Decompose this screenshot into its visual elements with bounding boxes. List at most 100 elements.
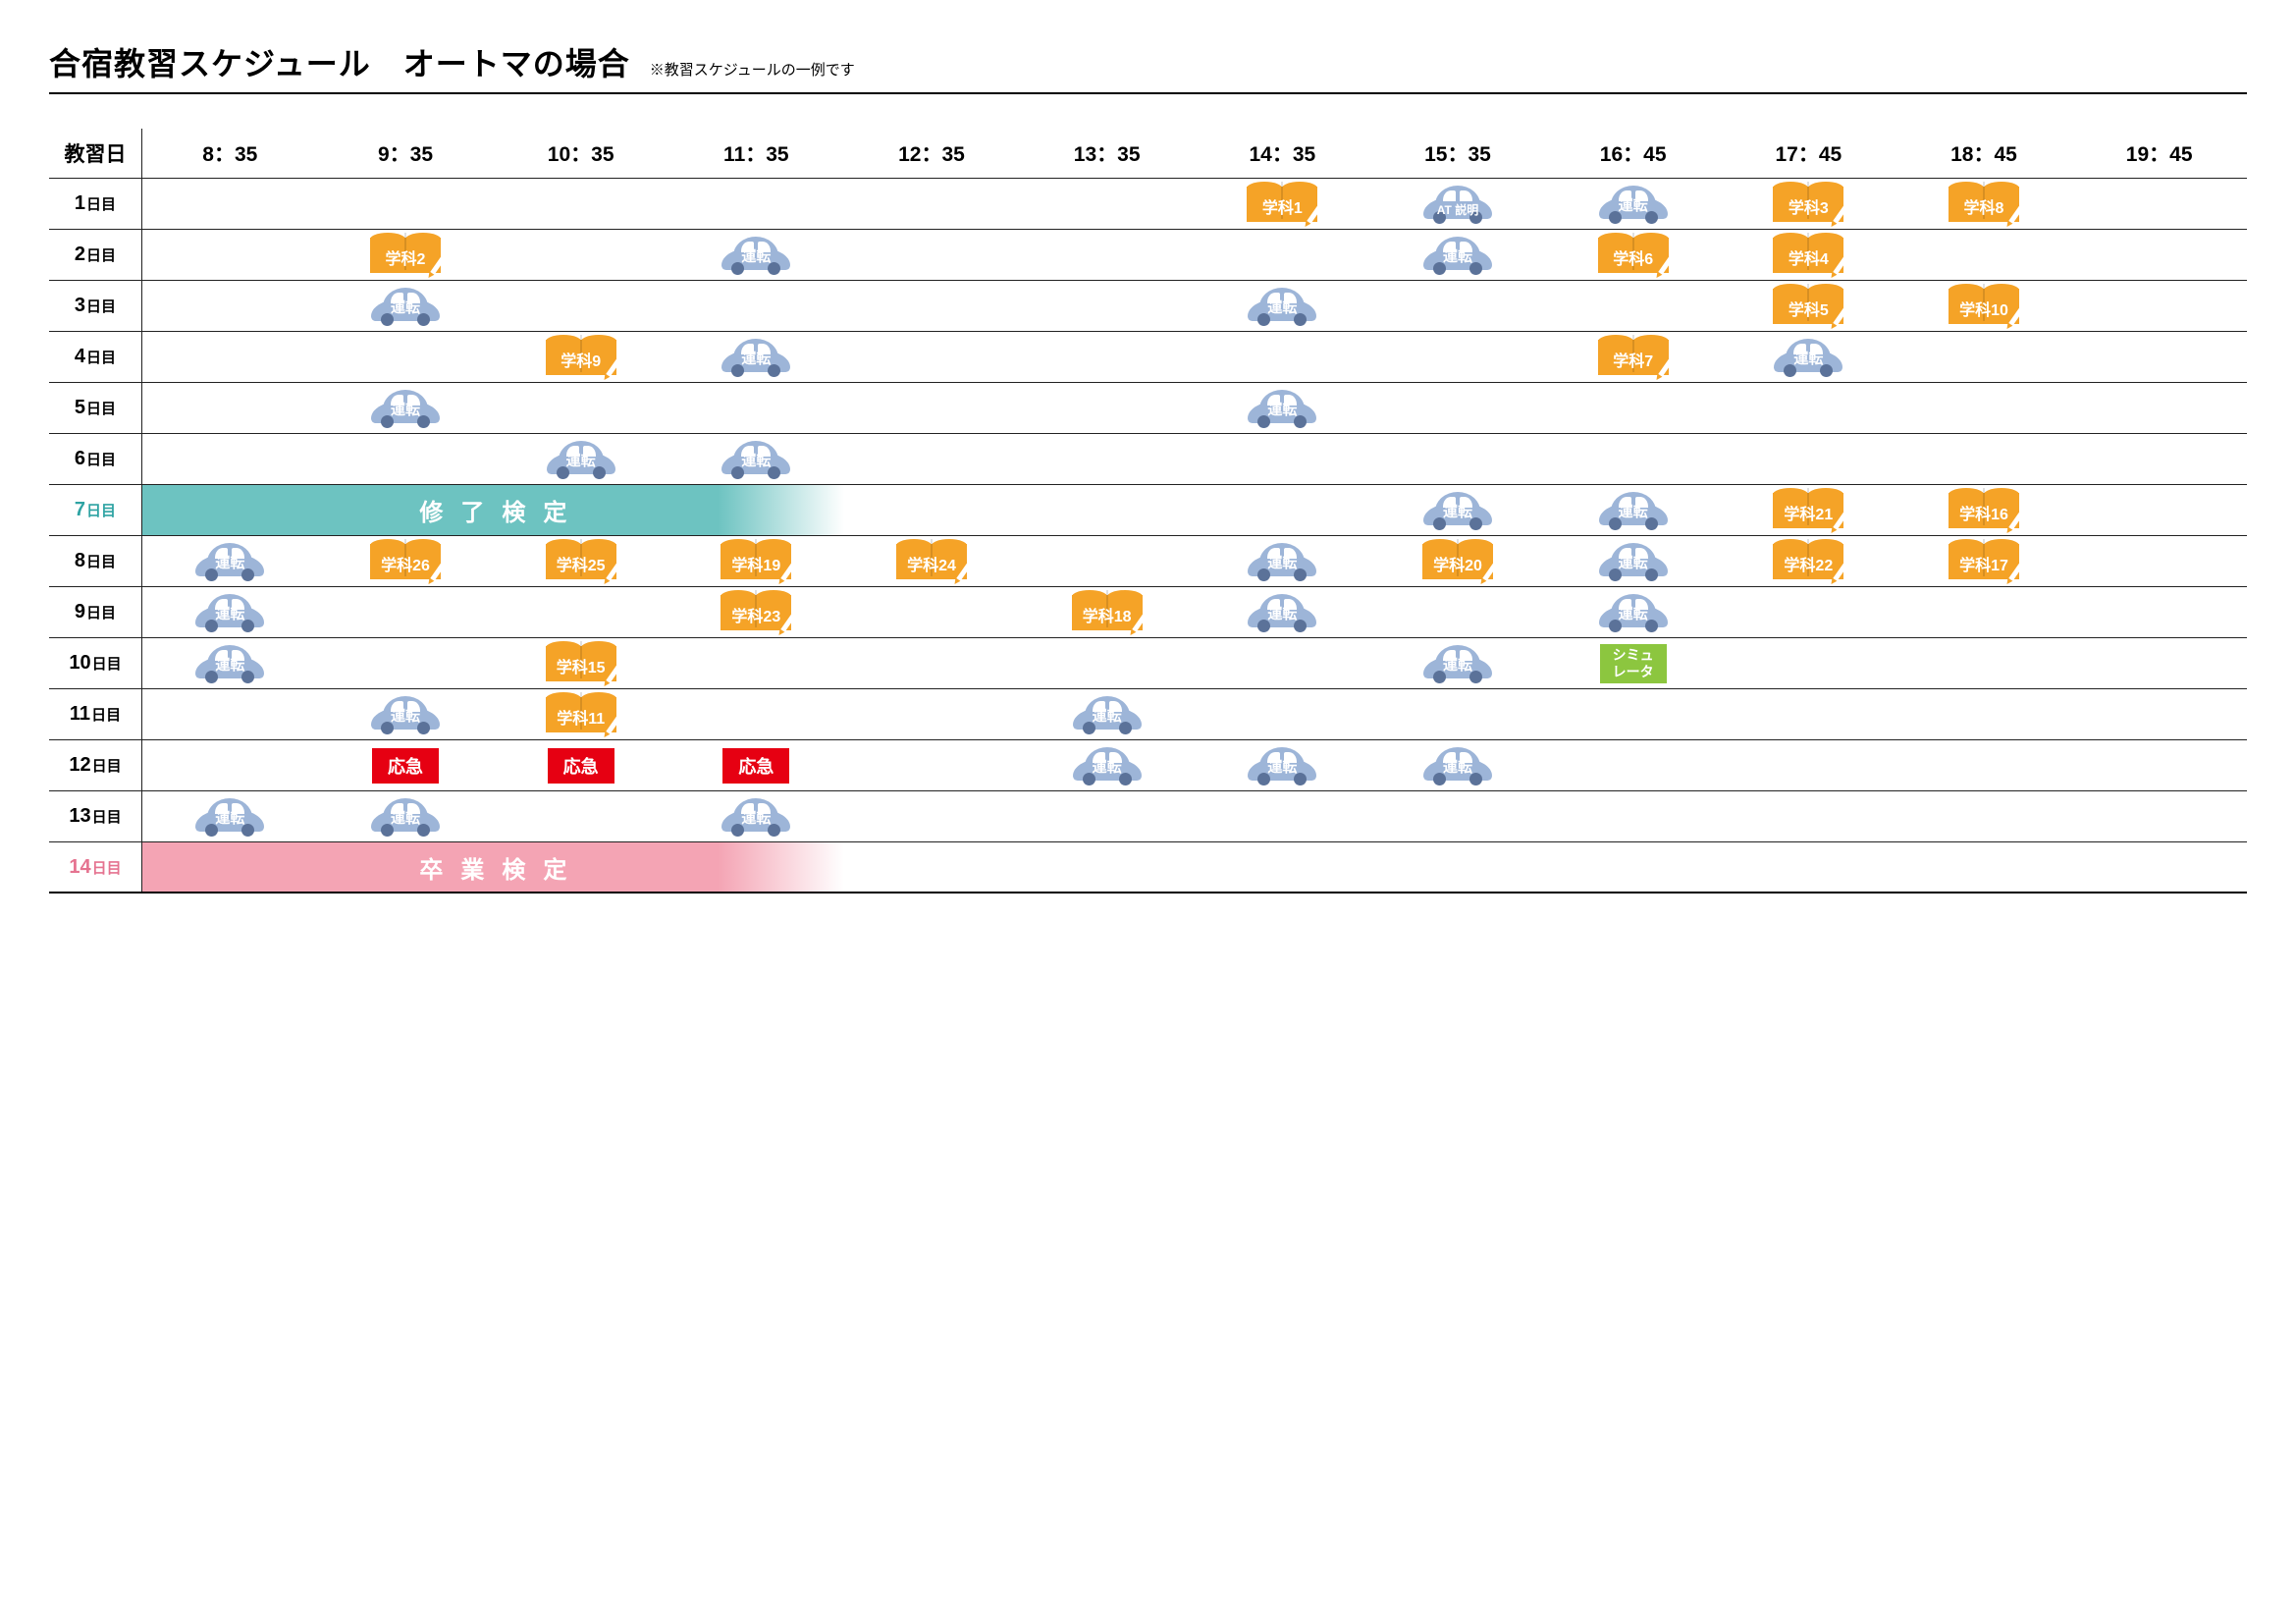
schedule-cell <box>844 385 1020 432</box>
schedule-row: 8日目運転学科26学科25学科19学科24運転学科20運転学科22学科17 <box>49 536 2247 587</box>
schedule-cell <box>318 181 494 228</box>
schedule-row: 1日目学科1AT 説明運転学科3学科8 <box>49 179 2247 230</box>
driving-icon: 運転 <box>371 695 440 734</box>
schedule-cell: 運転 <box>1545 181 1721 228</box>
schedule-cell: 学科2 <box>318 232 494 279</box>
schedule-cell: 運転 <box>668 334 844 381</box>
study-icon: 学科15 <box>546 644 616 683</box>
schedule-cell <box>1195 691 1370 738</box>
schedule-cell <box>142 385 318 432</box>
schedule-cell <box>1545 691 1721 738</box>
schedule-cell <box>2071 487 2247 534</box>
schedule-cell: 運転 <box>142 538 318 585</box>
emergency-icon: 応急 <box>548 748 614 784</box>
study-icon: 学科26 <box>370 542 441 581</box>
schedule-cell <box>493 283 668 330</box>
schedule-cell: 運転 <box>493 436 668 483</box>
page-subtitle: ※教習スケジュールの一例です <box>650 59 855 80</box>
time-slot-label: 16：45 <box>1545 129 1721 178</box>
schedule-cell <box>142 232 318 279</box>
time-slot-label: 13：35 <box>1019 129 1195 178</box>
schedule-cell: 運転 <box>1545 589 1721 636</box>
schedule-cell: 学科25 <box>493 538 668 585</box>
driving-icon: 運転 <box>1423 491 1492 530</box>
schedule-cell <box>1370 691 1546 738</box>
study-icon: 学科3 <box>1773 185 1843 224</box>
schedule-cell <box>493 793 668 840</box>
schedule-cell <box>1896 232 2072 279</box>
header-day-label: 教習日 <box>49 129 142 178</box>
header: 合宿教習スケジュール オートマの場合 ※教習スケジュールの一例です <box>49 39 2247 94</box>
schedule-cell <box>1019 487 1195 534</box>
schedule-cell: 学科16 <box>1896 487 2072 534</box>
time-slot-label: 18：45 <box>1896 129 2072 178</box>
study-icon: 学科24 <box>896 542 967 581</box>
driving-icon: 運転 <box>721 338 790 377</box>
schedule-cell <box>493 589 668 636</box>
schedule-cell <box>1896 334 2072 381</box>
study-icon: 学科16 <box>1949 491 2019 530</box>
simulator-icon: シミュ レータ <box>1600 644 1667 683</box>
schedule-cell <box>1019 385 1195 432</box>
schedule-cell <box>1896 589 2072 636</box>
schedule-cell <box>1019 843 1195 891</box>
driving-icon: 運転 <box>195 644 264 683</box>
schedule-cell <box>1370 843 1546 891</box>
driving-icon: 運転 <box>195 542 264 581</box>
driving-icon: 運転 <box>1599 491 1668 530</box>
driving-icon: 運転 <box>1073 746 1142 785</box>
driving-icon: 運転 <box>195 593 264 632</box>
time-slot-label: 19：45 <box>2071 129 2247 178</box>
schedule-cell <box>844 742 1020 789</box>
schedule-cell <box>142 181 318 228</box>
study-icon: 学科4 <box>1773 236 1843 275</box>
schedule-cell: 運転 <box>1545 487 1721 534</box>
time-slot-label: 12：35 <box>844 129 1020 178</box>
schedule-cell <box>1019 436 1195 483</box>
day-label: 3日目 <box>49 281 142 331</box>
schedule-row: 10日目運転学科15運転シミュ レータ <box>49 638 2247 689</box>
schedule-cell: 学科24 <box>844 538 1020 585</box>
schedule-cell <box>493 385 668 432</box>
schedule-cell: 運転 <box>1019 742 1195 789</box>
schedule-cell <box>668 385 844 432</box>
schedule-cell <box>668 691 844 738</box>
schedule-cell: 学科19 <box>668 538 844 585</box>
study-icon: 学科11 <box>546 695 616 734</box>
schedule-cell: 学科3 <box>1721 181 1896 228</box>
schedule-cell <box>2071 283 2247 330</box>
schedule-cell <box>1195 436 1370 483</box>
driving-icon: 運転 <box>1599 542 1668 581</box>
schedule-cell <box>2071 843 2247 891</box>
schedule-cell <box>1545 742 1721 789</box>
schedule-cell: 学科8 <box>1896 181 2072 228</box>
schedule-cell <box>1019 793 1195 840</box>
day-label: 6日目 <box>49 434 142 484</box>
schedule-cell <box>1721 640 1896 687</box>
schedule-cell <box>1896 640 2072 687</box>
day-label: 2日目 <box>49 230 142 280</box>
schedule-cell <box>2071 232 2247 279</box>
schedule-cell: 運転 <box>1721 334 1896 381</box>
driving-icon: 運転 <box>547 440 615 479</box>
driving-icon: 運転 <box>721 797 790 837</box>
schedule-cell: 学科15 <box>493 640 668 687</box>
study-icon: 学科9 <box>546 338 616 377</box>
schedule-cell: 学科7 <box>1545 334 1721 381</box>
schedule-cell <box>1721 843 1896 891</box>
schedule-cell <box>1195 334 1370 381</box>
schedule-cell: 運転 <box>1370 232 1546 279</box>
study-icon: 学科20 <box>1422 542 1493 581</box>
schedule-row: 12日目応急応急応急運転運転運転 <box>49 740 2247 791</box>
schedule-cell <box>2071 691 2247 738</box>
schedule-cell <box>668 640 844 687</box>
schedule-cell <box>318 589 494 636</box>
time-header-row: 教習日8：359：3510：3511：3512：3513：3514：3515：3… <box>49 129 2247 179</box>
schedule-cell <box>142 436 318 483</box>
schedule-cell <box>1370 283 1546 330</box>
schedule-cell <box>1545 385 1721 432</box>
driving-icon: 運転 <box>1248 746 1316 785</box>
driving-icon: 運転 <box>721 236 790 275</box>
day-label: 5日目 <box>49 383 142 433</box>
schedule-cell: 学科18 <box>1019 589 1195 636</box>
